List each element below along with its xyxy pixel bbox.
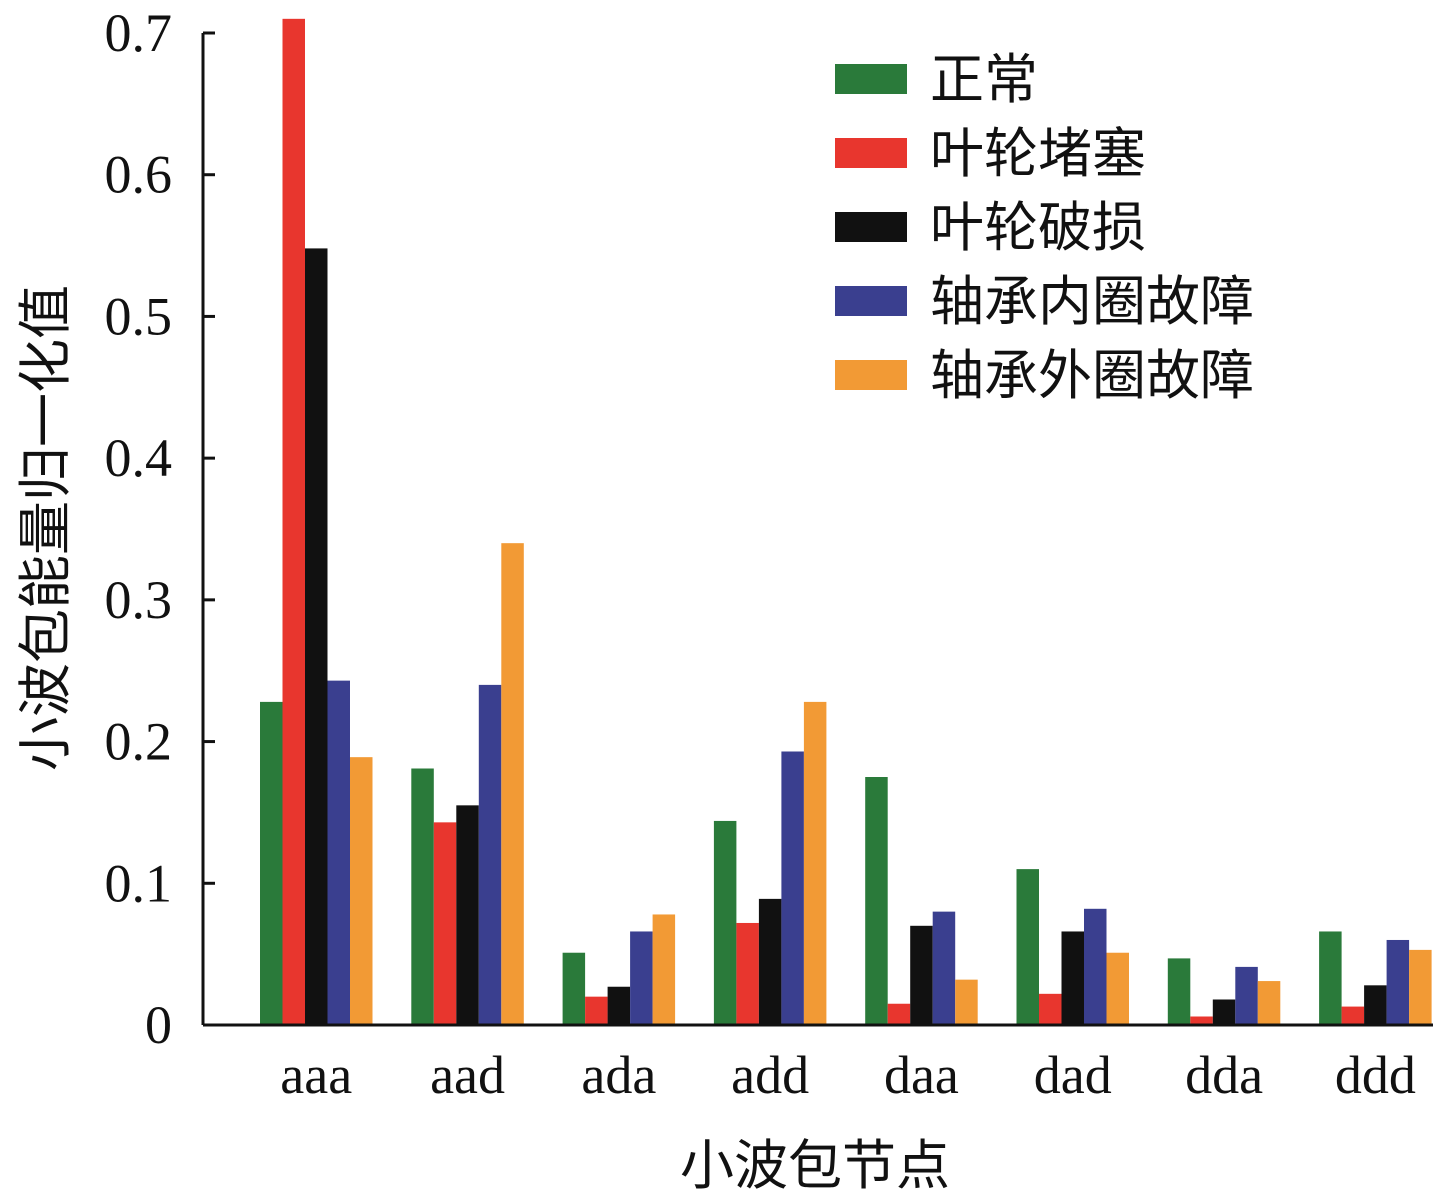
bar-ddd-series-3 (1386, 939, 1410, 1025)
bar-aad-series-2 (456, 805, 479, 1025)
bar-aaa-series-2 (305, 248, 328, 1026)
legend-label: 叶轮破损 (930, 196, 1146, 259)
legend-swatch (835, 360, 907, 390)
x-tick-label: daa (884, 1045, 959, 1105)
bar-dad-series-3 (1084, 908, 1107, 1025)
x-tick-label: ddd (1335, 1045, 1416, 1105)
bar-ada-series-1 (585, 996, 608, 1025)
legend-swatch (835, 64, 907, 94)
bar-dad-series-0 (1016, 869, 1039, 1025)
bar-ddd-series-2 (1364, 985, 1387, 1025)
y-tick-label: 0.6 (105, 145, 173, 205)
legend-swatch (835, 212, 907, 242)
bar-daa-series-4 (955, 979, 978, 1025)
legend-label: 轴承外圈故障 (930, 344, 1254, 407)
bar-add-series-4 (803, 701, 827, 1025)
x-tick-label: aad (430, 1045, 505, 1105)
x-axis-title: 小波包节点 (680, 1134, 950, 1197)
bars-group (260, 18, 1432, 1026)
legend-swatch (835, 286, 907, 316)
bar-dad-series-4 (1106, 952, 1129, 1025)
x-tick-label: dda (1185, 1045, 1263, 1105)
bar-dda-series-4 (1257, 981, 1281, 1025)
bar-dad-series-2 (1061, 931, 1084, 1025)
bar-ada-series-3 (630, 931, 653, 1025)
bar-daa-series-1 (887, 1003, 911, 1025)
bar-add-series-2 (758, 898, 782, 1025)
bar-daa-series-3 (932, 911, 956, 1025)
bar-dad-series-1 (1039, 993, 1062, 1025)
bar-aaa-series-1 (282, 18, 305, 1026)
bar-ada-series-0 (562, 952, 586, 1025)
legend-label: 正常 (930, 48, 1038, 111)
bar-ada-series-2 (607, 986, 631, 1025)
x-tick-label: add (731, 1045, 809, 1105)
bar-ada-series-4 (652, 914, 676, 1025)
bar-daa-series-0 (865, 777, 888, 1025)
bar-dda-series-3 (1235, 966, 1258, 1025)
bar-aad-series-4 (501, 543, 524, 1025)
x-tick-label: dad (1034, 1045, 1112, 1105)
y-ticks-group: 0 0.1 0.2 0.3 0.4 0.5 0.6 0.7 (105, 3, 215, 1055)
x-tick-label: aaa (280, 1045, 352, 1105)
y-tick-label: 0 (145, 995, 172, 1055)
bar-ddd-series-0 (1319, 931, 1342, 1025)
bar-dda-series-1 (1190, 1016, 1213, 1025)
legend-swatch (835, 138, 907, 168)
y-tick-label: 0.1 (105, 853, 173, 913)
x-tick-label: ada (581, 1045, 656, 1105)
y-tick-label: 0.7 (105, 3, 173, 63)
legend-label: 轴承内圈故障 (930, 270, 1254, 333)
bar-dda-series-2 (1212, 999, 1236, 1025)
bar-daa-series-2 (910, 925, 933, 1025)
legend-label: 叶轮堵塞 (930, 122, 1146, 185)
y-axis-title: 小波包能量归一化值 (14, 285, 77, 771)
bar-dda-series-0 (1167, 958, 1191, 1025)
bar-aaa-series-0 (260, 701, 283, 1025)
y-tick-label: 0.5 (105, 286, 173, 346)
bar-aad-series-0 (411, 768, 434, 1025)
bar-ddd-series-4 (1409, 949, 1432, 1025)
y-tick-label: 0.3 (105, 570, 173, 630)
y-tick-label: 0.2 (105, 712, 173, 772)
bar-add-series-0 (713, 820, 737, 1025)
bar-aad-series-1 (433, 822, 457, 1025)
bar-aaa-series-3 (327, 680, 350, 1025)
bar-aaa-series-4 (350, 757, 373, 1025)
bar-ddd-series-1 (1341, 1006, 1365, 1025)
x-ticks-group: aaa aad ada add daa dad dda ddd (280, 1045, 1416, 1105)
bar-add-series-3 (781, 751, 804, 1025)
bar-aad-series-3 (478, 684, 502, 1025)
y-tick-label: 0.4 (105, 428, 173, 488)
bar-add-series-1 (736, 922, 759, 1025)
